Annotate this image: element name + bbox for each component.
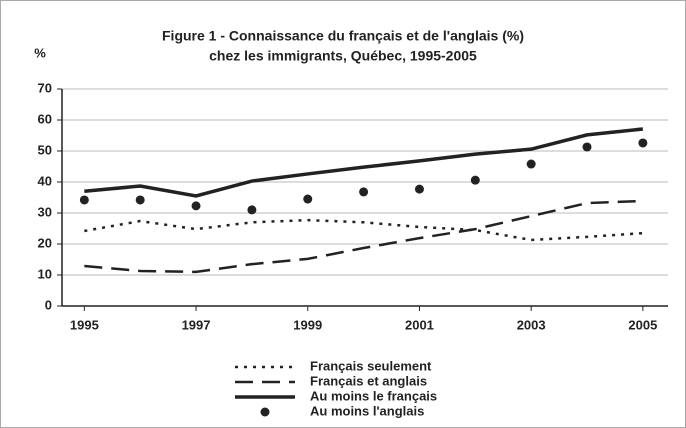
line [84, 127, 644, 198]
legend-marker [260, 407, 270, 417]
marker [582, 142, 592, 152]
x-tick-label: 2005 [628, 317, 657, 332]
marker [526, 159, 536, 169]
marker [359, 187, 369, 197]
y-tick-label: 40 [38, 173, 52, 188]
legend-label: Français et anglais [310, 373, 427, 388]
x-tick-label: 1997 [182, 317, 211, 332]
x-tick-label: 2001 [405, 317, 434, 332]
y-tick-label: 0 [45, 297, 52, 312]
chart-title: Figure 1 - Connaissance du français et d… [162, 28, 524, 44]
x-tick-label: 2003 [517, 317, 546, 332]
marker [414, 184, 424, 194]
y-tick-label: 30 [38, 204, 52, 219]
x-tick-label: 1995 [70, 317, 99, 332]
marker [247, 205, 257, 215]
y-tick-label: 70 [38, 80, 52, 95]
marker [638, 138, 648, 148]
legend-label: Français seulement [310, 358, 432, 373]
y-tick-label: 10 [38, 266, 52, 281]
marker [79, 195, 89, 205]
y-tick-label: 60 [38, 111, 52, 126]
marker [135, 195, 145, 205]
y-tick-label: 50 [38, 142, 52, 157]
chart-subtitle: chez les immigrants, Québec, 1995-2005 [209, 48, 477, 64]
line [84, 218, 643, 242]
marker [303, 194, 313, 204]
x-tick-label: 1999 [293, 317, 322, 332]
legend-label: Au moins le français [310, 388, 437, 403]
y-axis-label: % [34, 45, 46, 60]
marker [470, 175, 480, 185]
y-tick-label: 20 [38, 235, 52, 250]
line [84, 199, 643, 274]
legend-label: Au moins l'anglais [310, 403, 424, 418]
marker [191, 201, 201, 211]
